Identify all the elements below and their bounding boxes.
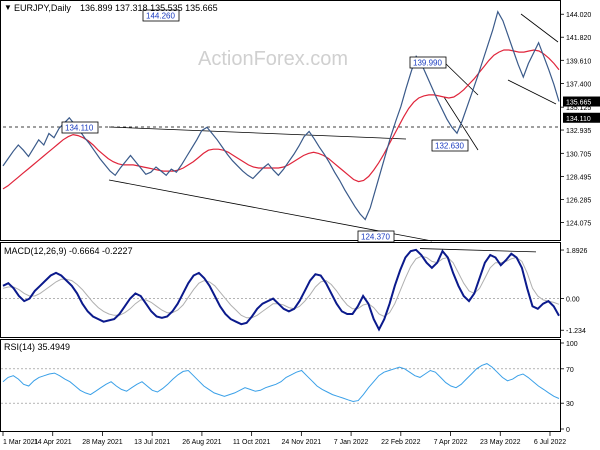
moving-average-line	[2, 49, 560, 190]
price-axis-ticks: 144.020 141.820 139.610 137.400 135.665135.1…	[560, 12, 600, 228]
price-line	[2, 10, 560, 221]
price-tick-label: 137.400	[566, 81, 591, 88]
macd-signal-line	[2, 255, 560, 319]
price-tick-label: 132.935	[566, 128, 591, 135]
x-tick-label: 13 Jul 2021	[134, 439, 170, 446]
moving-average-series	[2, 49, 560, 190]
x-tick-label: 23 May 2022	[480, 439, 521, 446]
header-triangle-icon: ▼	[4, 3, 12, 12]
annotation-label: 132.630	[435, 142, 464, 151]
rsi-tick-label: 30	[566, 401, 574, 408]
rsi-label: RSI(14) 35.4949	[4, 342, 70, 352]
x-tick-label: 7 Apr 2022	[434, 439, 468, 446]
price-panel	[0, 0, 561, 241]
rsi-tick-label: 0	[566, 427, 570, 434]
x-tick-label: 6 Jul 2022	[534, 439, 566, 446]
price-series	[2, 10, 560, 221]
price-tick-label: 141.820	[566, 35, 591, 42]
annotation-label: 124.370	[361, 233, 390, 242]
x-tick-label: 7 Jan 2022	[334, 439, 369, 446]
price-tick-label: 130.705	[566, 151, 591, 158]
macd-axis-ticks: 1.8926 0.00 -1.234	[560, 248, 588, 335]
price-tick-label: 135.125	[566, 105, 591, 112]
annotation-label: 134.110	[65, 124, 94, 133]
macd-trendline	[419, 248, 537, 253]
rsi-line	[2, 363, 560, 403]
annotation-box	[142, 9, 180, 22]
x-tick-label: 22 Feb 2022	[381, 439, 420, 446]
annotation-box	[409, 56, 447, 69]
x-tick-label: 26 Aug 2021	[182, 439, 221, 446]
price-tick-label: 135.665	[566, 100, 591, 107]
price-tick-label: 124.075	[566, 221, 591, 228]
price-tick-box	[563, 96, 600, 107]
macd-label: MACD(12,26,9) -0.6664 -0.2227	[4, 246, 133, 256]
annotation-label: 144.260	[146, 12, 175, 21]
x-tick-label: 24 Nov 2021	[282, 439, 322, 446]
watermark: ActionForex.com	[198, 48, 348, 70]
macd-panel	[0, 242, 561, 338]
wedge-lower-line	[507, 79, 557, 105]
macd-tick-label: -1.234	[566, 328, 586, 335]
x-tick-label: 1 Mar 2021	[3, 439, 39, 446]
rsi-gridlines	[1, 368, 560, 404]
x-tick-label: 14 Apr 2021	[34, 439, 72, 446]
wedge-upper-line	[520, 13, 559, 43]
symbol-label: EURJPY,Daily	[14, 3, 71, 13]
rsi-axis-ticks: 100 70 30 0	[560, 341, 578, 434]
rsi-series	[2, 363, 560, 403]
annotation-box	[431, 139, 469, 152]
price-tick-label: 126.285	[566, 198, 591, 205]
price-tick-box	[563, 112, 600, 123]
rsi-tick-label: 100	[566, 341, 578, 348]
x-tick-label: 11 Oct 2021	[233, 439, 271, 446]
macd-tick-label: 1.8926	[566, 248, 588, 255]
rsi-tick-label: 70	[566, 367, 574, 374]
macd-series	[2, 248, 560, 332]
annotation-box	[61, 121, 99, 134]
rsi-panel	[0, 339, 561, 432]
macd-tick-label: 0.00	[566, 297, 580, 304]
ohlc-label: 136.899 137.318 135.535 135.665	[80, 3, 218, 13]
price-annotations: 144.260 139.990 134.110 132.630 124.370	[61, 9, 469, 243]
price-tick-label: 128.495	[566, 174, 591, 181]
price-tick-label: 144.020	[566, 12, 591, 19]
annotation-label: 139.990	[413, 59, 442, 68]
price-tick-label: 134.110	[566, 116, 591, 123]
price-tick-label: 139.610	[566, 58, 591, 65]
x-tick-label: 28 May 2021	[82, 439, 123, 446]
macd-line	[2, 248, 560, 332]
upper-channel-line	[108, 126, 407, 140]
annotation-box	[357, 230, 395, 243]
